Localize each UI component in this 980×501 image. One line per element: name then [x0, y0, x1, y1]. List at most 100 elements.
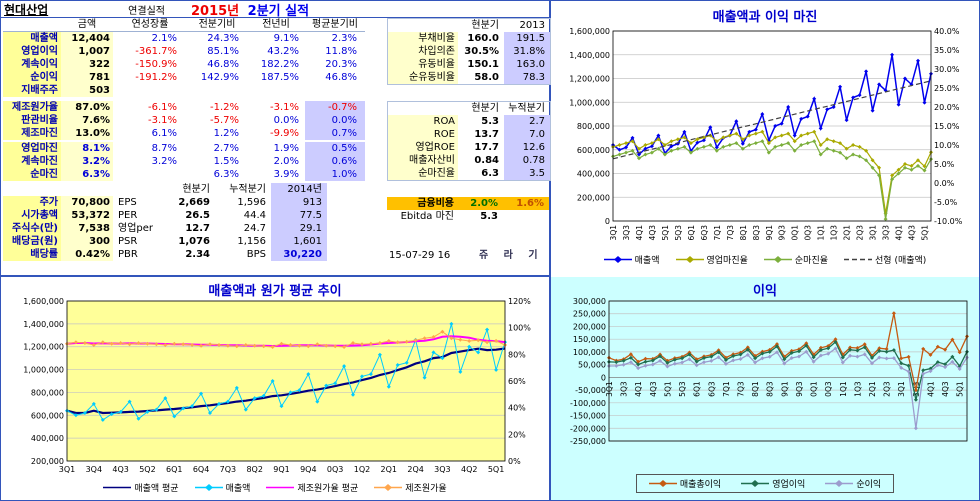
- legend-swatch: [194, 483, 223, 491]
- legend-swatch: [825, 479, 854, 487]
- svg-text:4Q3: 4Q3: [112, 465, 128, 474]
- panel-header: 현분기: [471, 103, 499, 114]
- legend-item: 순마진율: [763, 253, 828, 266]
- panel-header: 2013: [519, 20, 545, 31]
- svg-text:80%: 80%: [508, 350, 526, 359]
- chart-revenue-margin: 매출액과 이익 마진 0 200,000 400,000 600,000 800,000…: [551, 1, 979, 277]
- table-row: 순유동비율 58.0 78.3: [388, 71, 550, 84]
- value-cell: 163.0: [504, 58, 550, 71]
- ebitda-row: Ebitda 마진 5.3: [387, 210, 549, 223]
- value-cell: 322: [61, 58, 113, 71]
- svg-text:5Q1: 5Q1: [921, 225, 930, 241]
- svg-text:9Q3: 9Q3: [778, 225, 787, 241]
- legend-item: 영업이익: [741, 477, 805, 490]
- svg-text:60%: 60%: [508, 377, 526, 386]
- legend-item: 영업마진율: [675, 253, 748, 266]
- legend-swatch: [763, 255, 792, 263]
- column-headers: 금액 연성장률 전분기비 전년비 평균분기비: [3, 18, 365, 32]
- svg-text:8Q2: 8Q2: [246, 465, 262, 474]
- value-cell: -3.1%: [147, 115, 177, 126]
- svg-text:6Q1: 6Q1: [166, 465, 182, 474]
- svg-text:6Q1: 6Q1: [693, 381, 702, 397]
- value-cell: 2,669: [178, 197, 210, 208]
- svg-text:5Q1: 5Q1: [663, 381, 672, 397]
- value-cell: 85.1%: [207, 46, 239, 57]
- legend-item: 매출액: [194, 481, 250, 494]
- svg-text:1,200,000: 1,200,000: [23, 343, 64, 352]
- table-row: 현분기 누적분기 2014년: [3, 183, 327, 196]
- svg-text:0Q3: 0Q3: [804, 225, 813, 241]
- svg-text:1,400,000: 1,400,000: [569, 51, 610, 60]
- value-cell: 1.5%: [213, 156, 239, 167]
- metric-label: PSR: [118, 236, 138, 247]
- metric-label: EPS: [118, 197, 137, 208]
- value-cell: 6.3%: [61, 168, 113, 181]
- panel-header-blank: [388, 102, 458, 115]
- value-cell: 70,800: [61, 196, 113, 209]
- table-row: 배당률 0.42% PBR 2.34 BPS 30,220: [3, 248, 327, 261]
- row-label: 유동비율: [388, 58, 458, 71]
- svg-text:9Q1: 9Q1: [780, 381, 789, 397]
- svg-text:600,000: 600,000: [577, 146, 610, 155]
- svg-text:-100,000: -100,000: [570, 399, 606, 408]
- value-cell: 0.78: [504, 154, 550, 167]
- svg-text:40.0%: 40.0%: [934, 27, 960, 36]
- chart-title: 이익: [753, 284, 777, 299]
- svg-text:9Q3: 9Q3: [795, 381, 804, 397]
- panel-header: 현분기: [471, 20, 499, 31]
- svg-text:3Q3: 3Q3: [882, 225, 891, 241]
- table-row: 순마진 6.3% 6.3% 3.9% 1.0%: [3, 168, 365, 181]
- col-header-blank: [3, 18, 61, 31]
- value-cell: 3.2%: [151, 156, 177, 167]
- value-cell: 160.0: [467, 33, 499, 44]
- table-row: 계속이익 322 -150.9% 46.8% 182.2% 20.3%: [3, 58, 365, 71]
- metric-label: BPS: [246, 249, 266, 260]
- value-cell: 3.5: [504, 167, 550, 180]
- value-cell: -191.2%: [135, 72, 177, 83]
- value-cell: 12.6: [504, 141, 550, 154]
- misc-panel: 금융비용 2.0% 1.6% Ebitda 마진 5.3 15-07-29 16…: [387, 197, 549, 262]
- row-label: 금융비용: [387, 197, 457, 210]
- row-label: 매출자산비: [388, 154, 458, 167]
- svg-text:10.0%: 10.0%: [934, 141, 960, 150]
- svg-text:400,000: 400,000: [31, 434, 64, 443]
- svg-text:1,600,000: 1,600,000: [23, 297, 64, 306]
- svg-text:8Q3: 8Q3: [766, 381, 775, 397]
- legend-item: 제조원가율 평균: [266, 481, 358, 494]
- row-label: 순유동비율: [388, 71, 458, 84]
- chart-plot: 200,000 400,000 600,000 800,000 1,000,000 1,2…: [1, 295, 549, 477]
- panel-header: 누적분기: [229, 184, 266, 195]
- table-row: 배당금(원) 300 PSR 1,076 1,156 1,601: [3, 235, 327, 248]
- value-cell: 142.9%: [200, 72, 239, 83]
- value-cell: 1,601: [271, 235, 327, 248]
- legend-box: 매출총이익 영업이익 순이익: [635, 473, 895, 493]
- value-cell: 2.3%: [331, 33, 357, 44]
- svg-text:120%: 120%: [508, 297, 531, 306]
- value-cell: 503: [61, 84, 113, 97]
- table-row: 영업이익 1,007 -361.7% 85.1% 43.2% 11.8%: [3, 45, 365, 58]
- table-row: 영업마진 8.1% 8.7% 2.7% 1.9% 0.5%: [3, 142, 365, 155]
- svg-text:7Q1: 7Q1: [722, 381, 731, 397]
- value-cell: 2.7: [504, 115, 550, 128]
- metric-label: PER: [118, 210, 138, 221]
- svg-text:3Q1: 3Q1: [59, 465, 75, 474]
- svg-text:1,000,000: 1,000,000: [569, 98, 610, 107]
- value-cell: 17.7: [474, 142, 499, 153]
- svg-text:3Q1: 3Q1: [605, 381, 614, 397]
- col-header-avg-q: 평균분기비: [312, 19, 358, 30]
- svg-text:5.0%: 5.0%: [934, 160, 955, 169]
- signature: 쥬 라 기: [479, 250, 544, 261]
- value-cell: 182.2%: [260, 59, 299, 70]
- chart-profit: 이익 -250,000 -200,000 -150,000 -100,000 -50,0…: [551, 277, 979, 500]
- value-cell: [113, 84, 187, 97]
- svg-text:-250,000: -250,000: [570, 437, 606, 446]
- value-cell: 87.0%: [61, 101, 113, 114]
- svg-text:6Q4: 6Q4: [193, 465, 209, 474]
- table-row: 유동비율 150.1 163.0: [388, 58, 550, 71]
- value-cell: 26.5: [185, 210, 210, 221]
- row-label: 배당금(원): [3, 235, 61, 248]
- svg-text:4Q3: 4Q3: [908, 225, 917, 241]
- row-label: 순이익: [3, 71, 61, 84]
- value-cell: 913: [271, 196, 327, 209]
- row-label: 순마진율: [388, 167, 458, 180]
